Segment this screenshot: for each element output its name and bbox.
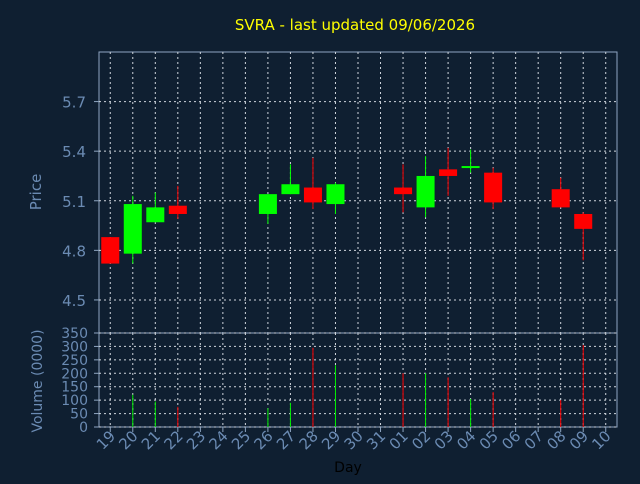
- candle-body: [168, 205, 187, 214]
- volume-tick-label: 100: [61, 393, 88, 409]
- candle-body: [101, 237, 120, 264]
- volume-tick-label: 150: [61, 380, 88, 396]
- volume-panel: 0501001502002503003501920212223242526272…: [61, 326, 618, 453]
- volume-tick-label: 200: [61, 366, 88, 382]
- candle-body: [439, 169, 458, 176]
- candle-body: [281, 184, 300, 195]
- candle-body: [394, 187, 413, 195]
- candle-body: [303, 187, 322, 203]
- candle-body: [146, 207, 165, 223]
- x-axis-label: Day: [334, 460, 362, 476]
- price-axis-label: Price: [27, 174, 45, 211]
- candle-body: [461, 166, 480, 169]
- price-tick-label: 5.1: [62, 193, 86, 211]
- volume-tick-label: 250: [61, 353, 88, 369]
- candle-body: [574, 213, 593, 229]
- price-panel: 4.5 4.8 5.1 5.4 5.7: [62, 51, 618, 334]
- volume-tick-label: 50: [70, 407, 88, 423]
- candle-body: [551, 189, 570, 208]
- volume-axis-label: Volume (0000): [30, 329, 46, 432]
- price-tick-label: 4.8: [62, 242, 86, 260]
- candle-body: [484, 172, 503, 203]
- x-tick-label: 10: [588, 427, 614, 453]
- volume-tick-label: 350: [61, 326, 88, 342]
- candle-body: [416, 175, 435, 208]
- price-tick-label: 4.5: [62, 292, 86, 310]
- candle-body: [123, 204, 142, 254]
- chart-title: SVRA - last updated 09/06/2026: [235, 16, 475, 34]
- candle-body: [326, 184, 345, 205]
- price-tick-label: 5.7: [62, 94, 86, 112]
- volume-tick-label: 300: [61, 339, 88, 355]
- price-tick-label: 5.4: [62, 143, 86, 161]
- volume-tick-label: 0: [79, 420, 88, 436]
- candle-body: [258, 194, 277, 214]
